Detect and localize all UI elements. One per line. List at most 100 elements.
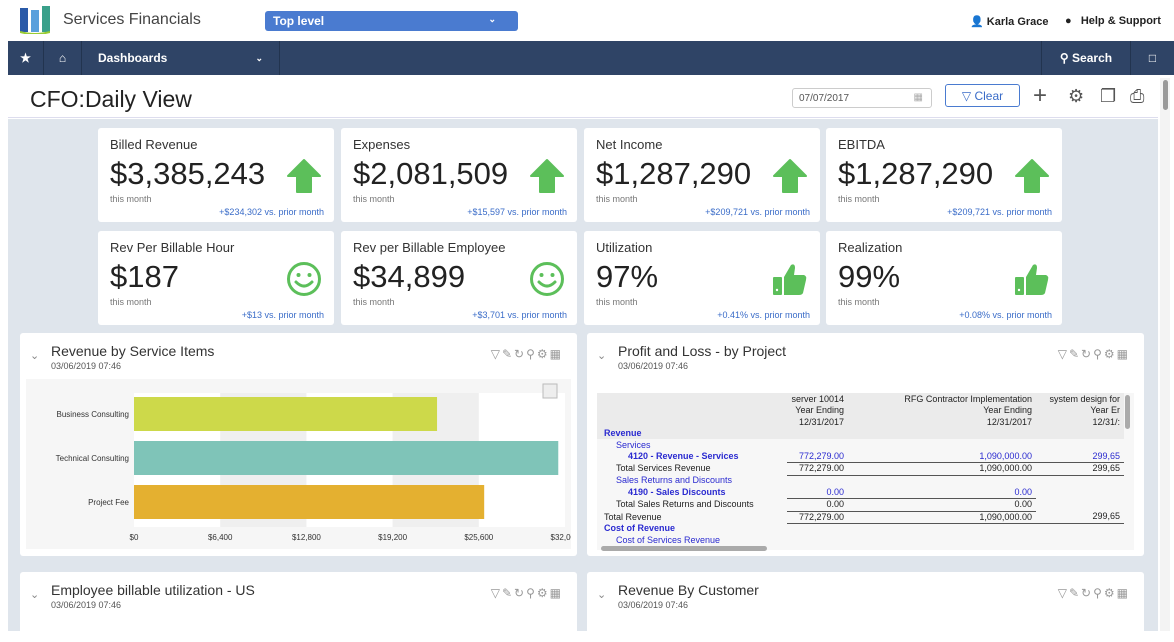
search-icon[interactable]: ⚲ [1093, 586, 1104, 600]
top-header [0, 0, 1174, 40]
add-icon[interactable]: + [1033, 82, 1048, 109]
row-label[interactable]: Services [616, 439, 651, 450]
user-name: Karla Grace [986, 16, 1049, 28]
smiley-icon [529, 261, 565, 297]
bar[interactable] [134, 441, 559, 475]
kpi-card[interactable]: Utilization 97% this month +0.41% vs. pr… [584, 231, 820, 325]
kpi-card[interactable]: Expenses $2,081,509 this month +$15,597 … [341, 128, 577, 222]
refresh-icon[interactable]: ↻ [514, 347, 527, 361]
bar[interactable] [134, 397, 438, 431]
collapse-chevron-icon[interactable]: ⌄ [30, 350, 40, 362]
column-header-line: 12/31/2017 [986, 416, 1032, 427]
title-bar [8, 76, 1158, 118]
delete-icon[interactable]: ▦ [549, 347, 563, 361]
refresh-icon[interactable]: ↻ [514, 586, 527, 600]
settings-icon[interactable]: ⚙ [1103, 586, 1117, 600]
scrollbar-thumb[interactable] [1163, 80, 1168, 110]
filter-icon[interactable]: ▽ [490, 347, 502, 361]
bar-chart: $0 $6,400 $12,800 $19,200 $25,600 $32,000 Busi… [56, 383, 580, 542]
kpi-value: $1,287,290 [596, 156, 752, 191]
home-icon: ⌂ [58, 51, 67, 65]
column-header: system design for Year Er 12/31/: [1036, 394, 1124, 428]
row-value [787, 523, 848, 534]
row-label[interactable]: Revenue [604, 428, 642, 439]
x-tick-label: $25,600 [464, 533, 493, 542]
settings-icon[interactable]: ⚙ [536, 347, 550, 361]
search-icon: ⚲ [1059, 51, 1073, 65]
collapse-chevron-icon[interactable]: ⌄ [30, 589, 40, 601]
column-header-line: Year Ending [795, 405, 844, 416]
row-label[interactable]: 4190 - Sales Discounts [628, 487, 726, 497]
collapse-chevron-icon[interactable]: ⌄ [597, 589, 607, 601]
dashboards-menu[interactable]: Dashboards ⌄ [82, 41, 280, 75]
settings-icon[interactable]: ⚙ [1103, 347, 1117, 361]
category-label: Business Consulting [57, 410, 129, 419]
table-row: Cost of Revenue [600, 523, 1124, 534]
edit-icon[interactable]: ✎ [1068, 586, 1082, 600]
search-icon[interactable]: ⚲ [1093, 347, 1104, 361]
refresh-icon[interactable]: ↻ [1081, 586, 1094, 600]
panel-tools: ▽✎↻⚲⚙▦ [1058, 347, 1130, 361]
kpi-label: EBITDA [838, 137, 885, 152]
filter-icon[interactable]: ▽ [1057, 586, 1069, 600]
help-support-link[interactable]: ● Help & Support [1065, 15, 1161, 27]
delete-icon[interactable]: ▦ [1116, 347, 1130, 361]
date-value: 07/07/2017 [799, 93, 850, 104]
home-button[interactable]: ⌂ [44, 41, 82, 75]
kpi-card[interactable]: Rev Per Billable Hour $187 this month +$… [98, 231, 334, 325]
bar[interactable] [134, 485, 485, 519]
filter-icon[interactable]: ▽ [1057, 347, 1069, 361]
panel-title: Revenue by Service Items [51, 343, 215, 359]
row-value: 0.00 [787, 486, 848, 500]
row-value [1036, 535, 1124, 546]
kpi-card[interactable]: EBITDA $1,287,290 this month +$209,721 v… [826, 128, 1062, 222]
category-label: Technical Consulting [56, 454, 129, 463]
bookmark-button[interactable]: □ [1131, 41, 1174, 75]
row-label[interactable]: Cost of Revenue [604, 523, 676, 534]
scope-select[interactable]: Top level ⌄ [265, 11, 518, 31]
kpi-card[interactable]: Net Income $1,287,290 this month +$209,7… [584, 128, 820, 222]
kpi-card[interactable]: Rev per Billable Employee $34,899 this m… [341, 231, 577, 325]
kpi-card[interactable]: Billed Revenue $3,385,243 this month +$2… [98, 128, 334, 222]
panel-date: 03/06/2019 07:46 [51, 600, 122, 610]
settings-icon[interactable]: ⚙ [1068, 86, 1085, 106]
vertical-scrollbar[interactable] [1160, 78, 1170, 631]
kpi-period: this month [596, 297, 638, 307]
collapse-chevron-icon[interactable]: ⌄ [597, 350, 607, 362]
refresh-icon[interactable]: ↻ [1081, 347, 1094, 361]
scope-select-value: Top level [273, 14, 325, 28]
edit-icon[interactable]: ✎ [501, 586, 515, 600]
row-value: 1,090,000.00 [848, 462, 1036, 476]
search-icon[interactable]: ⚲ [526, 586, 537, 600]
row-value [848, 475, 1036, 486]
row-label[interactable]: Sales Returns and Discounts [616, 475, 733, 486]
thumbs-up-icon [772, 261, 808, 297]
edit-icon[interactable]: ✎ [1068, 347, 1082, 361]
user-menu[interactable]: 👤 Karla Grace [970, 15, 1049, 28]
table-row: Services [600, 440, 1124, 451]
panel-tools: ▽✎↻⚲⚙▦ [491, 347, 563, 361]
filter-icon[interactable]: ▽ [490, 586, 502, 600]
table-hscroll-thumb[interactable] [601, 546, 767, 551]
search-button[interactable]: ⚲ Search [1041, 41, 1131, 75]
delete-icon[interactable]: ▦ [1116, 586, 1130, 600]
copy-icon[interactable]: ❐ [1100, 86, 1117, 106]
x-tick-label: $0 [130, 533, 139, 542]
row-value [1036, 499, 1124, 511]
date-input[interactable]: 07/07/2017 ▦ [792, 88, 932, 108]
table-vscroll-thumb[interactable] [1125, 395, 1130, 429]
row-label[interactable]: 4120 - Revenue - Services [628, 451, 739, 462]
settings-icon[interactable]: ⚙ [536, 586, 550, 600]
kpi-card[interactable]: Realization 99% this month +0.08% vs. pr… [826, 231, 1062, 325]
row-value [848, 440, 1036, 451]
print-icon[interactable]: ⎙ [1130, 86, 1145, 106]
clear-filter-button[interactable]: ▽ Clear [945, 84, 1020, 107]
row-label[interactable]: Cost of Services Revenue [616, 534, 721, 545]
search-icon[interactable]: ⚲ [526, 347, 537, 361]
edit-icon[interactable]: ✎ [501, 347, 515, 361]
delete-icon[interactable]: ▦ [549, 586, 563, 600]
kpi-value: $34,899 [353, 259, 466, 294]
download-icon[interactable] [542, 383, 558, 399]
favorites-button[interactable]: ★ [8, 41, 44, 75]
kpi-delta: +$209,721 vs. prior month [705, 207, 810, 217]
